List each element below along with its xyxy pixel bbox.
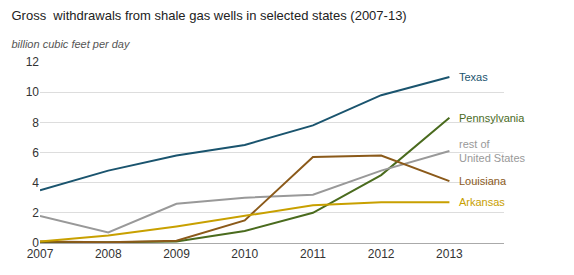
- svg-text:billion cubic feet per day: billion cubic feet per day: [11, 38, 131, 50]
- svg-text:2012: 2012: [368, 247, 395, 261]
- svg-text:12: 12: [26, 55, 40, 69]
- svg-text:2: 2: [32, 206, 39, 220]
- svg-text:2010: 2010: [231, 247, 258, 261]
- svg-text:rest ofUnited States: rest ofUnited States: [459, 138, 526, 164]
- svg-text:2013: 2013: [436, 247, 463, 261]
- svg-text:2008: 2008: [95, 247, 122, 261]
- svg-text:0: 0: [32, 236, 39, 250]
- svg-text:Pennsylvania: Pennsylvania: [459, 112, 525, 124]
- svg-text:Gross withdrawals from shale: Gross withdrawals from shale gas wells i…: [11, 8, 406, 23]
- svg-text:4: 4: [32, 176, 39, 190]
- svg-text:Texas: Texas: [459, 71, 488, 83]
- svg-text:10: 10: [26, 85, 40, 99]
- svg-text:8: 8: [32, 116, 39, 130]
- svg-text:2011: 2011: [300, 247, 326, 261]
- svg-text:2009: 2009: [163, 247, 190, 261]
- svg-text:6: 6: [32, 146, 39, 160]
- svg-text:2007: 2007: [27, 247, 54, 261]
- svg-text:Arkansas: Arkansas: [459, 196, 505, 208]
- svg-text:Louisiana: Louisiana: [459, 175, 507, 187]
